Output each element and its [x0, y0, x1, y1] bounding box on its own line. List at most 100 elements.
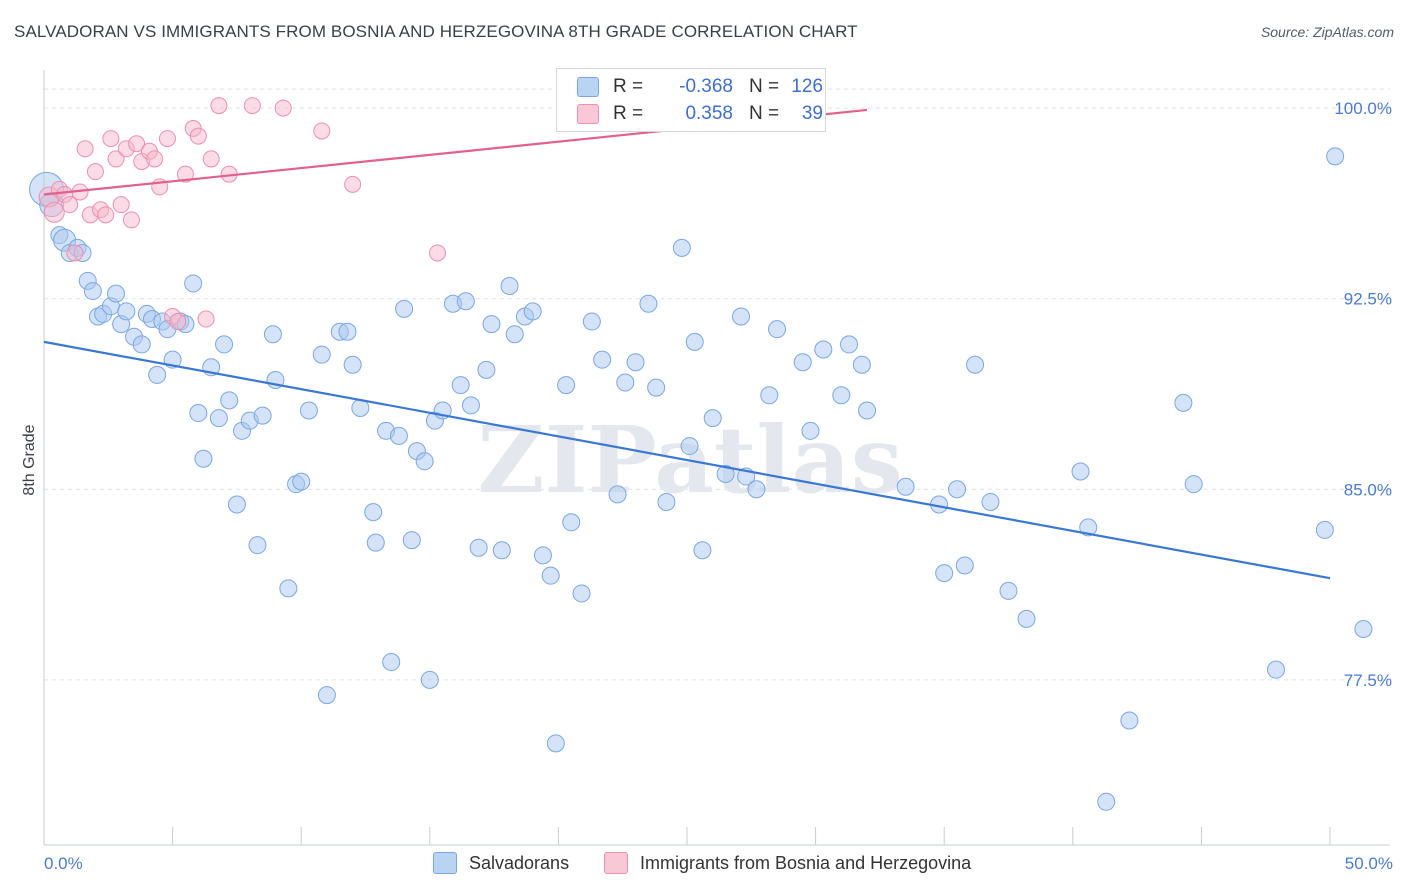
point-salvadorans	[456, 292, 475, 311]
point-salvadorans	[194, 449, 213, 468]
point-salvadorans	[366, 533, 385, 552]
legend-r-value: -0.368	[679, 76, 733, 97]
point-salvadorans	[317, 686, 336, 705]
point-salvadorans	[948, 480, 967, 499]
point-salvadorans	[1079, 518, 1098, 537]
point-salvadorans	[364, 503, 383, 522]
point-salvadorans	[209, 409, 228, 428]
legend-r-value: 0.358	[685, 103, 733, 124]
point-salvadorans	[505, 325, 524, 344]
point-salvadorans	[703, 409, 722, 428]
x-tick-label: 0.0%	[44, 854, 83, 873]
point-salvadorans	[955, 556, 974, 575]
point-salvadorans	[546, 734, 565, 753]
point-salvadorans	[793, 353, 812, 372]
point-salvadorans	[299, 401, 318, 420]
point-salvadorans	[966, 355, 985, 374]
point-salvadorans	[402, 531, 421, 550]
point-bosnia	[97, 206, 115, 224]
point-salvadorans	[593, 350, 612, 369]
point-bosnia	[189, 127, 207, 145]
legend-r-label: R =	[613, 76, 644, 97]
point-salvadorans	[500, 276, 519, 295]
point-salvadorans	[557, 376, 576, 395]
point-salvadorans	[858, 401, 877, 420]
point-salvadorans	[523, 302, 542, 321]
point-salvadorans	[672, 238, 691, 257]
legend-n-label: N =	[749, 103, 780, 124]
point-salvadorans	[395, 299, 414, 318]
y-axis-label: 8th Grade	[21, 424, 38, 495]
point-salvadorans	[896, 477, 915, 496]
bottom-legend-swatch-pink	[604, 852, 628, 874]
legend-row-salvadorans: R = -0.368 N = 126	[577, 74, 823, 100]
point-salvadorans	[533, 546, 552, 565]
legend-n-label: N =	[749, 76, 780, 97]
y-tick-label: 85.0%	[1344, 480, 1392, 499]
point-salvadorans	[999, 581, 1018, 600]
point-bosnia	[61, 196, 79, 214]
tick-labels: 77.5% 85.0% 92.5% 100.0% 0.0% 50.0%	[44, 99, 1393, 873]
point-salvadorans	[477, 360, 496, 379]
y-tick-label: 77.5%	[1344, 671, 1392, 690]
point-salvadorans	[263, 325, 282, 344]
chart-title: SALVADORAN VS IMMIGRANTS FROM BOSNIA AND…	[14, 22, 858, 41]
point-salvadorans	[1120, 711, 1139, 730]
gridlines	[44, 88, 1390, 681]
point-salvadorans	[832, 386, 851, 405]
point-salvadorans	[647, 378, 666, 397]
bottom-legend-swatch-blue	[433, 852, 457, 874]
series-bosnia	[38, 97, 773, 331]
point-bosnia	[122, 211, 140, 229]
point-salvadorans	[389, 426, 408, 445]
point-salvadorans	[541, 566, 560, 585]
point-salvadorans	[852, 355, 871, 374]
point-bosnia	[158, 130, 176, 148]
point-salvadorans	[220, 391, 239, 410]
legend-n-value: 39	[801, 103, 823, 124]
point-salvadorans	[189, 404, 208, 423]
trend-line-salvadorans	[43, 340, 1331, 580]
point-salvadorans	[732, 307, 751, 326]
point-salvadorans	[253, 406, 272, 425]
point-salvadorans	[184, 274, 203, 293]
point-bosnia	[43, 201, 65, 223]
point-salvadorans	[292, 472, 311, 491]
point-salvadorans	[685, 332, 704, 351]
point-salvadorans	[312, 345, 331, 364]
point-salvadorans	[227, 495, 246, 514]
point-salvadorans	[616, 373, 635, 392]
point-bosnia	[169, 313, 187, 331]
point-bosnia	[176, 165, 194, 183]
point-salvadorans	[801, 421, 820, 440]
point-bosnia	[344, 175, 362, 193]
point-salvadorans	[382, 653, 401, 672]
point-salvadorans	[107, 284, 126, 303]
point-salvadorans	[492, 541, 511, 560]
source-note: Source: ZipAtlas.com	[1260, 24, 1394, 40]
point-bosnia	[429, 244, 447, 262]
legend-swatch-blue	[577, 77, 599, 97]
point-salvadorans	[482, 315, 501, 334]
point-salvadorans	[83, 282, 102, 301]
bottom-legend-label: Immigrants from Bosnia and Herzegovina	[640, 852, 972, 873]
point-salvadorans	[148, 365, 167, 384]
point-salvadorans	[1017, 609, 1036, 628]
point-salvadorans	[1354, 620, 1373, 639]
point-bosnia	[128, 135, 146, 153]
point-bosnia	[102, 130, 120, 148]
point-salvadorans	[1097, 792, 1116, 811]
point-salvadorans	[562, 513, 581, 532]
point-salvadorans	[680, 437, 699, 456]
point-salvadorans	[420, 670, 439, 689]
bottom-legend-bosnia: Immigrants from Bosnia and Herzegovina	[604, 852, 971, 874]
point-bosnia	[210, 97, 228, 115]
point-salvadorans	[657, 492, 676, 511]
y-tick-label: 100.0%	[1334, 99, 1392, 118]
point-salvadorans	[572, 584, 591, 603]
point-salvadorans	[338, 322, 357, 341]
point-salvadorans	[981, 492, 1000, 511]
legend-n-value: 126	[791, 76, 823, 97]
point-bosnia	[86, 163, 104, 181]
